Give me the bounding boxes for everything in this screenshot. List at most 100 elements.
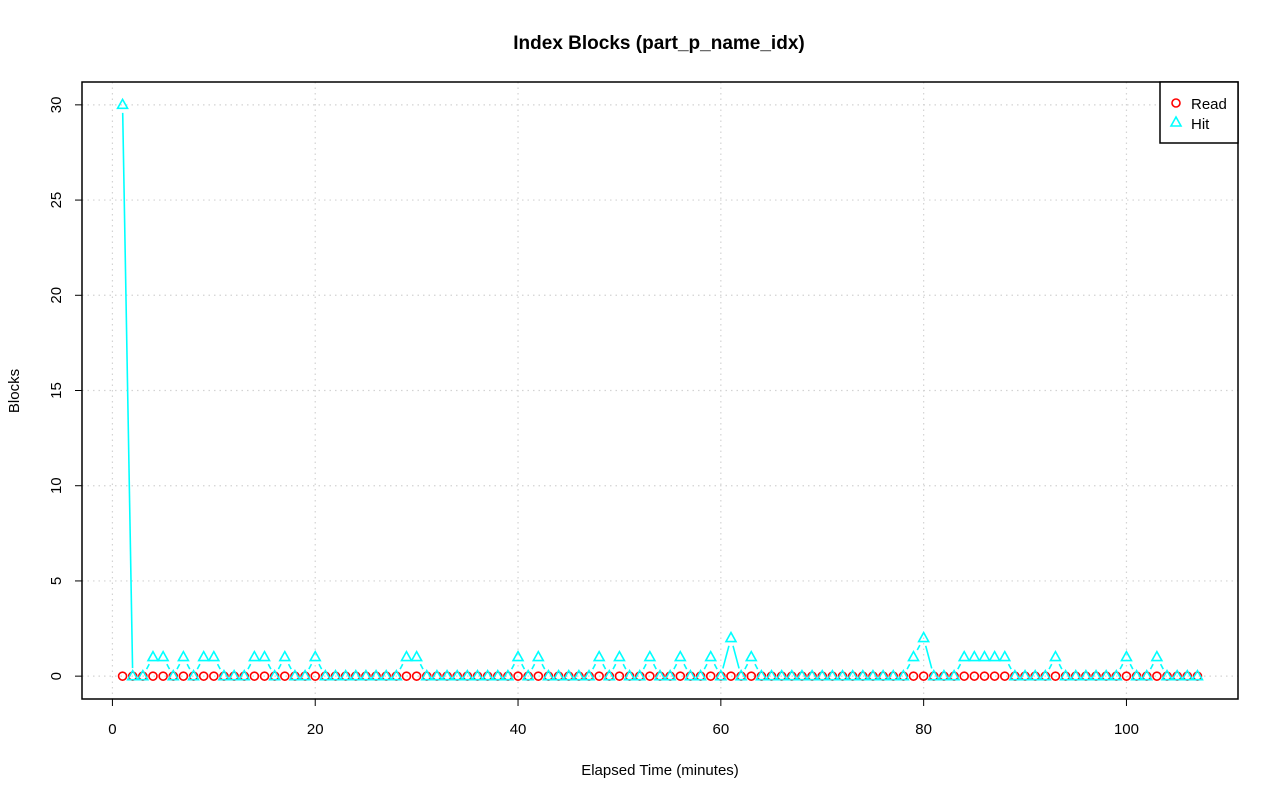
series-segment (166, 663, 171, 670)
series-segment (121, 112, 134, 669)
series-segment (1007, 663, 1012, 670)
legend-read-marker (1171, 98, 1181, 108)
data-point-hit (1180, 669, 1194, 681)
data-point-hit (258, 649, 271, 662)
data-point-read (979, 671, 990, 681)
data-point-hit (298, 669, 312, 681)
data-point-hit (1059, 669, 1072, 681)
data-point-hit (430, 669, 444, 681)
data-point-read (1121, 671, 1132, 681)
data-point-read (117, 671, 128, 681)
data-point-read (249, 671, 260, 681)
series-segment (722, 645, 730, 669)
data-point-hit (1191, 669, 1204, 681)
data-point-hit (775, 669, 789, 681)
series-segment (1119, 663, 1124, 670)
data-point-hit (602, 669, 616, 681)
data-point-hit (967, 649, 981, 662)
data-point-hit (846, 669, 860, 681)
data-point-hit (410, 649, 423, 662)
data-point-hit (886, 669, 900, 681)
series-segment (602, 663, 607, 670)
data-point-hit (978, 649, 991, 662)
data-point-hit (288, 669, 302, 681)
series-segment (216, 663, 221, 670)
series-segment (318, 663, 323, 670)
y-axis-label: Blocks (6, 369, 23, 413)
series-segment (531, 663, 536, 670)
data-point-hit (166, 669, 180, 681)
data-point-read (158, 671, 168, 681)
data-point-hit (582, 669, 596, 681)
data-point-hit (460, 669, 474, 681)
grid (82, 82, 1238, 699)
series-segment (267, 663, 272, 670)
data-point-hit (248, 649, 261, 662)
x-axis: 0 20 40 60 80 100 (108, 698, 1139, 738)
y-tick-label: 20 (48, 287, 65, 304)
legend-hit-label: Hit (1191, 116, 1210, 133)
series-segment (957, 663, 962, 670)
x-tick-label: 0 (108, 721, 116, 738)
legend-hit-marker (1169, 115, 1183, 127)
data-point-read (726, 671, 736, 681)
data-point-hit (897, 669, 910, 681)
series-segment (916, 644, 921, 651)
series-segment (541, 663, 546, 670)
series-layer (116, 97, 1204, 681)
x-tick-label: 20 (307, 721, 324, 738)
legend: Read Hit (1159, 81, 1239, 144)
series-segment (1129, 663, 1134, 670)
series-segment (744, 663, 749, 670)
data-point-read (918, 671, 929, 681)
data-point-hit (359, 669, 373, 681)
series-segment (906, 663, 911, 670)
data-point-read (259, 671, 270, 681)
data-point-hit (308, 649, 322, 662)
data-point-hit (542, 669, 555, 681)
y-tick-label: 25 (48, 192, 65, 209)
data-point-read (209, 671, 219, 681)
data-point-hit (227, 669, 241, 681)
data-point-hit (471, 669, 484, 681)
data-point-hit (724, 630, 738, 643)
data-point-hit (329, 669, 342, 681)
series-segment (186, 663, 191, 670)
data-point-hit (531, 649, 545, 662)
series-segment (196, 663, 201, 670)
data-point-hit (440, 669, 454, 681)
data-point-hit (1038, 669, 1052, 681)
data-point-hit (866, 669, 880, 681)
data-point-hit (663, 669, 677, 681)
series-segment (176, 663, 181, 670)
data-point-hit (947, 669, 961, 681)
y-tick-label: 0 (48, 672, 65, 680)
legend-box (1159, 81, 1239, 144)
data-point-hit (146, 649, 160, 662)
data-point-hit (937, 669, 951, 681)
data-point-read (148, 671, 158, 681)
series-segment (592, 663, 597, 670)
series-hit (116, 97, 1204, 681)
data-point-hit (177, 649, 190, 662)
data-point-hit (319, 669, 332, 681)
y-tick-label: 15 (48, 382, 65, 399)
series-segment (510, 663, 515, 670)
data-point-hit (217, 669, 231, 681)
series-segment (732, 645, 740, 669)
data-point-hit (673, 649, 687, 662)
data-point-hit (826, 669, 839, 681)
series-segment (652, 663, 657, 670)
y-axis: 0 5 10 15 20 25 30 (48, 97, 83, 680)
data-point-hit (562, 669, 576, 681)
data-point-read (1050, 671, 1061, 681)
data-point-hit (684, 669, 697, 681)
series-segment (642, 663, 647, 670)
data-point-hit (917, 630, 931, 643)
series-segment (287, 663, 292, 670)
data-point-hit (369, 669, 383, 681)
data-point-hit (734, 669, 748, 681)
data-point-hit (592, 649, 606, 662)
data-point-hit (237, 669, 251, 681)
data-point-read (705, 671, 716, 681)
